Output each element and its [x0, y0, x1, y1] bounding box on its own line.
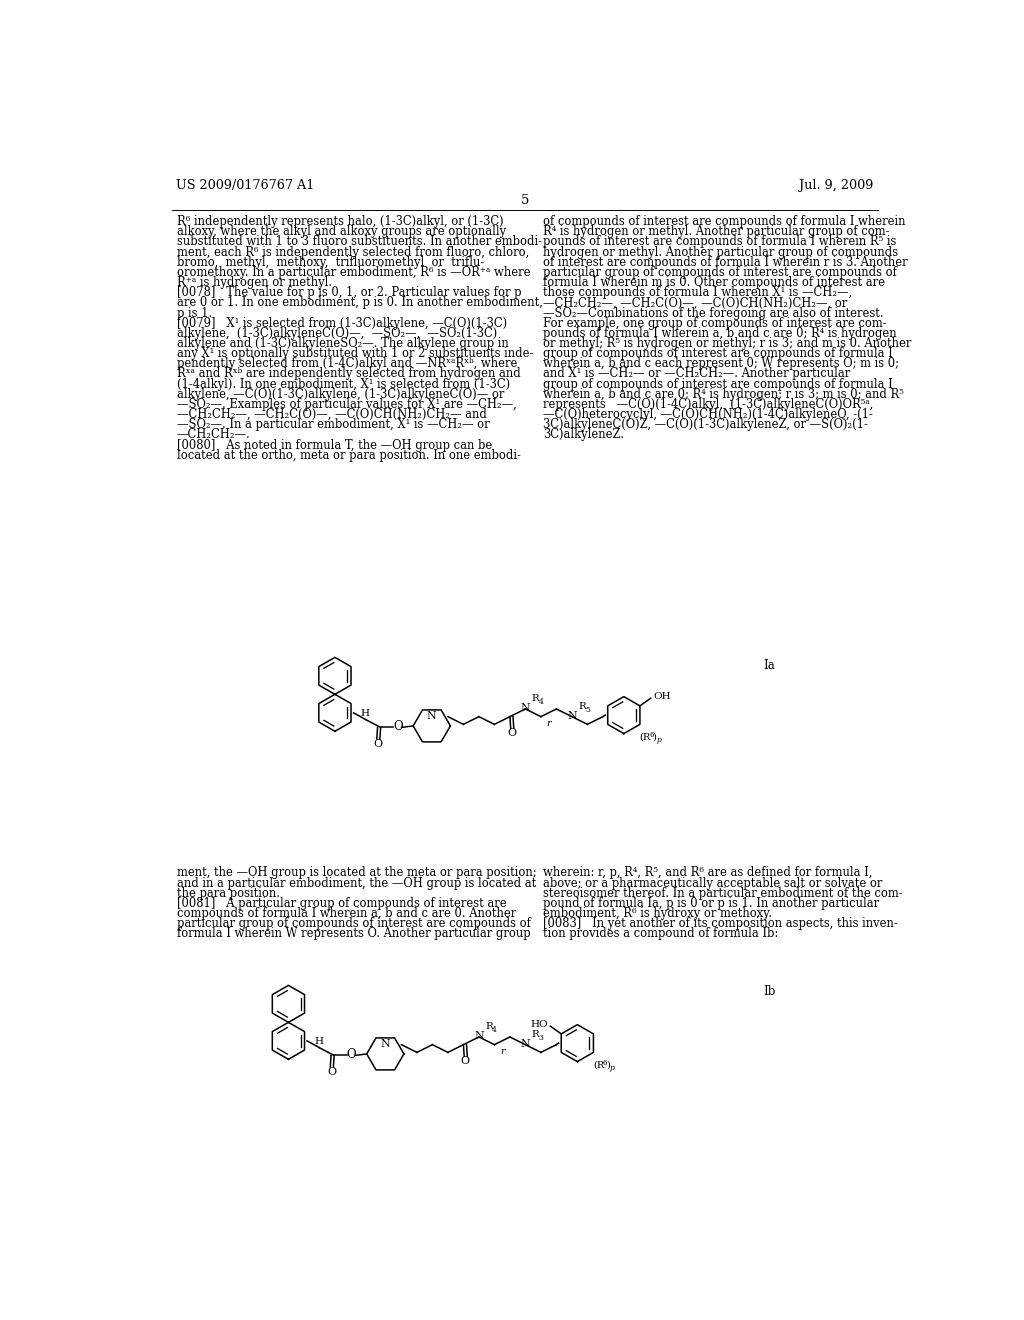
Text: HO: HO: [530, 1020, 548, 1030]
Text: or methyl; R⁵ is hydrogen or methyl; r is 3; and m is 0. Another: or methyl; R⁵ is hydrogen or methyl; r i…: [543, 337, 911, 350]
Text: oromethoxy. In a particular embodiment, R⁶ is —OR⁺ᵃ where: oromethoxy. In a particular embodiment, …: [177, 265, 530, 279]
Text: pounds of interest are compounds of formula I wherein R⁵ is: pounds of interest are compounds of form…: [543, 235, 896, 248]
Text: pounds of formula I wherein a, b and c are 0; R⁴ is hydrogen: pounds of formula I wherein a, b and c a…: [543, 327, 896, 339]
Text: are 0 or 1. In one embodiment, p is 0. In another embodiment,: are 0 or 1. In one embodiment, p is 0. I…: [177, 297, 543, 309]
Text: —SO₂—. In a particular embodiment, X¹ is —CH₂— or: —SO₂—. In a particular embodiment, X¹ is…: [177, 418, 489, 432]
Text: ): ): [652, 733, 656, 742]
Text: 6: 6: [603, 1059, 607, 1067]
Text: —CH₂CH₂—, —CH₂C(O)—, —C(O)CH(NH₂)CH₂—, or: —CH₂CH₂—, —CH₂C(O)—, —C(O)CH(NH₂)CH₂—, o…: [543, 297, 847, 309]
Text: 5: 5: [520, 194, 529, 207]
Text: [0079]   X¹ is selected from (1-3C)alkylene, —C(O)(1-3C): [0079] X¹ is selected from (1-3C)alkylen…: [177, 317, 507, 330]
Text: of interest are compounds of formula I wherein r is 3. Another: of interest are compounds of formula I w…: [543, 256, 907, 269]
Text: pendently selected from (1-4C)alkyl and —NRˣᵃRˣᵇ, where: pendently selected from (1-4C)alkyl and …: [177, 358, 517, 371]
Text: and X¹ is —CH₂— or —CH₂CH₂—. Another particular: and X¹ is —CH₂— or —CH₂CH₂—. Another par…: [543, 367, 850, 380]
Text: N: N: [520, 704, 530, 713]
Text: 5: 5: [585, 706, 590, 714]
Text: [0078]   The value for p is 0, 1, or 2. Particular values for p: [0078] The value for p is 0, 1, or 2. Pa…: [177, 286, 521, 300]
Text: O: O: [507, 727, 516, 738]
Text: above; or a pharmaceutically acceptable salt or solvate or: above; or a pharmaceutically acceptable …: [543, 876, 882, 890]
Text: O: O: [374, 739, 383, 748]
Text: substituted with 1 to 3 fluoro substituents. In another embodi-: substituted with 1 to 3 fluoro substitue…: [177, 235, 542, 248]
Text: US 2009/0176767 A1: US 2009/0176767 A1: [176, 178, 314, 191]
Text: O: O: [393, 721, 402, 733]
Text: 6: 6: [649, 731, 654, 739]
Text: R⁶ independently represents halo, (1-3C)alkyl, or (1-3C): R⁶ independently represents halo, (1-3C)…: [177, 215, 504, 228]
Text: and in a particular embodiment, the —OH group is located at: and in a particular embodiment, the —OH …: [177, 876, 537, 890]
Text: 3C)alkyleneZ.: 3C)alkyleneZ.: [543, 429, 624, 441]
Text: —C(O)heterocyclyl, —C(O)CH(NH₂)(1-4C)alkyleneQ, -(1-: —C(O)heterocyclyl, —C(O)CH(NH₂)(1-4C)alk…: [543, 408, 872, 421]
Text: 3: 3: [539, 1034, 544, 1041]
Text: R⁴ is hydrogen or methyl. Another particular group of com-: R⁴ is hydrogen or methyl. Another partic…: [543, 226, 889, 238]
Text: 4: 4: [493, 1026, 497, 1034]
Text: OH: OH: [653, 692, 671, 701]
Text: —SO₂—Combinations of the foregoing are also of interest.: —SO₂—Combinations of the foregoing are a…: [543, 306, 884, 319]
Text: N: N: [567, 711, 577, 721]
Text: O: O: [328, 1067, 337, 1077]
Text: [0083]   In yet another of its composition aspects, this inven-: [0083] In yet another of its composition…: [543, 917, 897, 931]
Text: particular group of compounds of interest are compounds of: particular group of compounds of interes…: [543, 265, 896, 279]
Text: R⁺ᵃ is hydrogen or methyl.: R⁺ᵃ is hydrogen or methyl.: [177, 276, 332, 289]
Text: stereoisomer thereof. In a particular embodiment of the com-: stereoisomer thereof. In a particular em…: [543, 887, 902, 900]
Text: wherein a, b and c are 0; R⁴ is hydrogen; r is 3; m is 0; and R⁵: wherein a, b and c are 0; R⁴ is hydrogen…: [543, 388, 903, 401]
Text: 3C)alkyleneC(O)Z, —C(O)(1-3C)alkyleneZ, or —S(O)₂(1-: 3C)alkyleneC(O)Z, —C(O)(1-3C)alkyleneZ, …: [543, 418, 867, 432]
Text: particular group of compounds of interest are compounds of: particular group of compounds of interes…: [177, 917, 530, 931]
Text: (R: (R: [593, 1061, 604, 1071]
Text: H: H: [314, 1038, 324, 1045]
Text: alkylene and (1-3C)alkyleneSO₂—. The alkylene group in: alkylene and (1-3C)alkyleneSO₂—. The alk…: [177, 337, 509, 350]
Text: formula I wherein W represents O. Another particular group: formula I wherein W represents O. Anothe…: [177, 928, 530, 940]
Text: of compounds of interest are compounds of formula I wherein: of compounds of interest are compounds o…: [543, 215, 905, 228]
Text: wherein: r, p, R⁴, R⁵, and R⁶ are as defined for formula I,: wherein: r, p, R⁴, R⁵, and R⁶ are as def…: [543, 866, 872, 879]
Text: R: R: [531, 1030, 540, 1039]
Text: Jul. 9, 2009: Jul. 9, 2009: [799, 178, 873, 191]
Text: embodiment, R⁶ is hydroxy or methoxy.: embodiment, R⁶ is hydroxy or methoxy.: [543, 907, 772, 920]
Text: alkylene,  (1-3C)alkyleneC(O)—,  —SO₂—,  —SO₂(1-3C): alkylene, (1-3C)alkyleneC(O)—, —SO₂—, —S…: [177, 327, 497, 339]
Text: ): ): [606, 1061, 610, 1071]
Text: Ib: Ib: [764, 985, 776, 998]
Text: O: O: [346, 1048, 356, 1061]
Text: (1-4alkyl). In one embodiment, X¹ is selected from (1-3C): (1-4alkyl). In one embodiment, X¹ is sel…: [177, 378, 510, 391]
Text: Ia: Ia: [764, 659, 775, 672]
Text: R: R: [485, 1023, 493, 1031]
Text: N: N: [520, 1039, 530, 1049]
Text: —CH₂CH₂—.: —CH₂CH₂—.: [177, 429, 251, 441]
Text: formula I wherein m is 0. Other compounds of interest are: formula I wherein m is 0. Other compound…: [543, 276, 885, 289]
Text: 4: 4: [539, 698, 544, 706]
Text: group of compounds of interest are compounds of formula I: group of compounds of interest are compo…: [543, 347, 892, 360]
Text: r: r: [547, 719, 551, 729]
Text: represents   —C(O)(1-4C)alkyl,  (1-3C)alkyleneC(O)OR⁵ᵃ,: represents —C(O)(1-4C)alkyl, (1-3C)alkyl…: [543, 399, 873, 411]
Text: any X¹ is optionally substituted with 1 or 2 substituents inde-: any X¹ is optionally substituted with 1 …: [177, 347, 534, 360]
Text: p: p: [610, 1064, 614, 1072]
Text: bromo,  methyl,  methoxy,  trifluoromethyl  or  triflu-: bromo, methyl, methoxy, trifluoromethyl …: [177, 256, 484, 269]
Text: For example, one group of compounds of interest are com-: For example, one group of compounds of i…: [543, 317, 886, 330]
Text: alkylene, —C(O)(1-3C)alkylene, (1-3C)alkyleneC(O)— or: alkylene, —C(O)(1-3C)alkylene, (1-3C)alk…: [177, 388, 504, 401]
Text: N: N: [474, 1031, 483, 1041]
Text: —SO₂—. Examples of particular values for X¹ are —CH₂—,: —SO₂—. Examples of particular values for…: [177, 399, 516, 411]
Text: —CH₂CH₂—, —CH₂C(O)—, —C(O)CH(NH₂)CH₂— and: —CH₂CH₂—, —CH₂C(O)—, —C(O)CH(NH₂)CH₂— an…: [177, 408, 486, 421]
Text: [0080]   As noted in formula T, the —OH group can be: [0080] As noted in formula T, the —OH gr…: [177, 438, 493, 451]
Text: N: N: [427, 711, 436, 721]
Text: R: R: [531, 694, 540, 704]
Text: O: O: [461, 1056, 470, 1065]
Text: (R: (R: [639, 733, 650, 742]
Text: pound of formula Ia, p is 0 or p is 1. In another particular: pound of formula Ia, p is 0 or p is 1. I…: [543, 898, 879, 909]
Text: hydrogen or methyl. Another particular group of compounds: hydrogen or methyl. Another particular g…: [543, 246, 898, 259]
Text: p is 1.: p is 1.: [177, 306, 212, 319]
Text: ment, the —OH group is located at the meta or para position;: ment, the —OH group is located at the me…: [177, 866, 537, 879]
Text: compounds of formula I wherein a, b and c are 0. Another: compounds of formula I wherein a, b and …: [177, 907, 516, 920]
Text: N: N: [381, 1039, 390, 1049]
Text: located at the ortho, meta or para position. In one embodi-: located at the ortho, meta or para posit…: [177, 449, 520, 462]
Text: H: H: [360, 709, 370, 718]
Text: [0081]   A particular group of compounds of interest are: [0081] A particular group of compounds o…: [177, 898, 507, 909]
Text: r: r: [500, 1047, 505, 1056]
Text: the para position.: the para position.: [177, 887, 280, 900]
Text: p: p: [656, 735, 662, 743]
Text: alkoxy, where the alkyl and alkoxy groups are optionally: alkoxy, where the alkyl and alkoxy group…: [177, 226, 506, 238]
Text: group of compounds of interest are compounds of formula I: group of compounds of interest are compo…: [543, 378, 892, 391]
Text: Rˣᵃ and Rˣᵇ are independently selected from hydrogen and: Rˣᵃ and Rˣᵇ are independently selected f…: [177, 367, 520, 380]
Text: R: R: [579, 702, 586, 711]
Text: ment, each R⁶ is independently selected from fluoro, chloro,: ment, each R⁶ is independently selected …: [177, 246, 529, 259]
Text: those compounds of formula I wherein X¹ is —CH₂—,: those compounds of formula I wherein X¹ …: [543, 286, 852, 300]
Text: wherein a, b and c each represent 0; W represents O; m is 0;: wherein a, b and c each represent 0; W r…: [543, 358, 899, 371]
Text: tion provides a compound of formula Ib:: tion provides a compound of formula Ib:: [543, 928, 778, 940]
